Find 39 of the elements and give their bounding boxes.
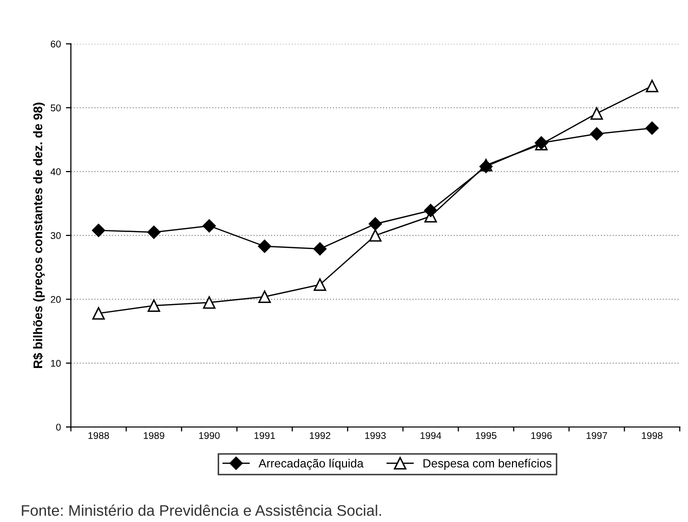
point [202,219,216,232]
x-tick-label: 1992 [310,432,330,439]
point [645,122,659,135]
x-tick-label: 1993 [365,432,386,439]
y-tick-label: 50 [50,104,61,112]
point [92,224,106,237]
point [202,296,216,309]
point [646,80,658,92]
y-tick-label: 60 [50,40,61,48]
x-tick-label: 1991 [254,432,275,439]
x-tick-label: 1996 [531,432,552,439]
point [148,299,160,312]
x-tick-label: 1994 [420,432,442,439]
point [424,204,438,218]
legend-label: Arrecadação líquida [258,458,364,470]
point [92,307,105,320]
point [258,240,272,253]
point [590,107,603,120]
point [590,127,604,140]
x-tick-label: 1995 [476,432,496,439]
legend-label: Despesa com benefícios [424,458,552,470]
y-tick-label: 10 [51,360,61,367]
point [368,217,382,231]
x-tick-label: 1998 [642,432,662,439]
y-tick-label: 30 [50,232,61,240]
x-tick-label: 1989 [144,432,164,439]
x-tick-label: 1997 [586,432,608,439]
point [369,229,382,242]
y-tick-label: 40 [50,168,61,176]
point [147,226,160,239]
y-axis-title: R$ bilhões (preços constantes de dez. de 98) [32,102,45,368]
x-tick-label: 1988 [88,432,109,439]
point [258,290,271,303]
y-tick-label: 20 [50,296,61,303]
source-note: Fonte: Ministério da Previdência e Assistência Social. [22,504,381,516]
point [314,278,326,291]
y-tick-label: 0 [56,424,61,431]
x-tick-label: 1990 [199,432,220,439]
point [313,242,327,256]
